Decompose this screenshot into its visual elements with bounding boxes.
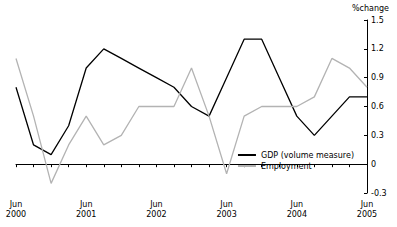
svg-text:2000: 2000	[6, 210, 26, 219]
svg-text:Jun: Jun	[360, 200, 374, 209]
svg-text:0: 0	[371, 160, 376, 169]
svg-text:%change: %change	[352, 4, 389, 13]
svg-text:2003: 2003	[216, 210, 236, 219]
svg-text:Jun: Jun	[79, 200, 93, 209]
svg-text:1.2: 1.2	[371, 44, 384, 53]
svg-text:Jun: Jun	[9, 200, 23, 209]
svg-text:1.5: 1.5	[371, 16, 384, 25]
svg-text:Jun: Jun	[290, 200, 304, 209]
svg-text:Jun: Jun	[149, 200, 163, 209]
svg-text:0.9: 0.9	[371, 73, 384, 82]
svg-text:2005: 2005	[357, 210, 377, 219]
svg-text:-0.3: -0.3	[371, 189, 387, 198]
svg-text:GDP (volume measure): GDP (volume measure)	[261, 151, 354, 160]
svg-text:2001: 2001	[76, 210, 96, 219]
svg-text:0.3: 0.3	[371, 131, 384, 140]
svg-text:Jun: Jun	[219, 200, 233, 209]
svg-text:Employment: Employment	[261, 162, 312, 171]
svg-text:2004: 2004	[287, 210, 307, 219]
svg-text:0.6: 0.6	[371, 102, 384, 111]
svg-text:2002: 2002	[146, 210, 166, 219]
